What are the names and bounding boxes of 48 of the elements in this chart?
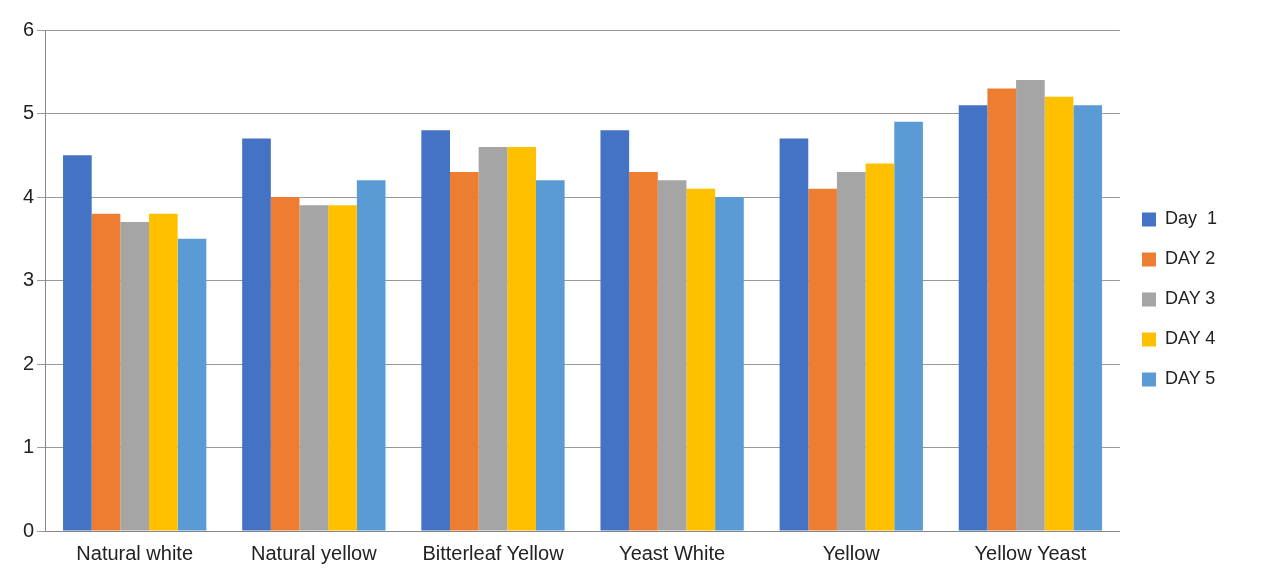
y-tick-label: 3 — [23, 268, 35, 291]
bar — [629, 171, 658, 531]
y-tick-label: 6 — [23, 17, 35, 40]
legend-label: DAY 4 — [1164, 328, 1216, 349]
bar — [865, 163, 895, 531]
bar — [120, 222, 150, 531]
y-tick-label: 5 — [23, 101, 35, 124]
bar — [779, 138, 809, 531]
bar — [91, 213, 121, 531]
bar — [836, 171, 866, 531]
x-tick-label: Natural yellow — [251, 541, 378, 564]
legend-label: DAY 2 — [1164, 248, 1216, 269]
bar — [478, 146, 508, 531]
legend-label: Day 1 — [1164, 208, 1218, 229]
bar — [270, 197, 300, 531]
bar — [1016, 80, 1045, 531]
bar — [686, 188, 716, 531]
bar — [328, 205, 357, 531]
x-tick-label: Yellow — [822, 541, 881, 564]
bar — [299, 205, 329, 531]
bar — [356, 180, 386, 531]
bar — [535, 180, 565, 531]
bar — [808, 188, 837, 531]
bar — [1073, 105, 1103, 531]
legend-label: DAY 3 — [1164, 288, 1216, 309]
bar — [958, 105, 988, 531]
bar — [600, 130, 630, 531]
bar — [242, 138, 271, 531]
y-tick-label: 2 — [23, 351, 35, 374]
bar — [507, 146, 536, 531]
bar — [715, 197, 744, 531]
legend-label: DAY 5 — [1164, 368, 1216, 389]
bar — [987, 88, 1017, 531]
bar — [449, 171, 479, 531]
y-tick-label: 0 — [23, 518, 35, 541]
bar — [894, 121, 923, 531]
x-tick-label: Yeast White — [619, 541, 726, 564]
x-tick-label: Bitterleaf Yellow — [422, 541, 565, 564]
bar — [149, 213, 178, 531]
bar — [63, 155, 92, 531]
bar — [421, 130, 450, 531]
x-tick-label: Natural white — [76, 541, 194, 564]
y-tick-label: 4 — [23, 184, 35, 207]
y-tick-label: 1 — [23, 435, 35, 458]
bar — [1044, 96, 1074, 531]
x-tick-label: Yellow Yeast — [974, 541, 1087, 564]
bar — [177, 238, 207, 531]
bar — [657, 180, 687, 531]
